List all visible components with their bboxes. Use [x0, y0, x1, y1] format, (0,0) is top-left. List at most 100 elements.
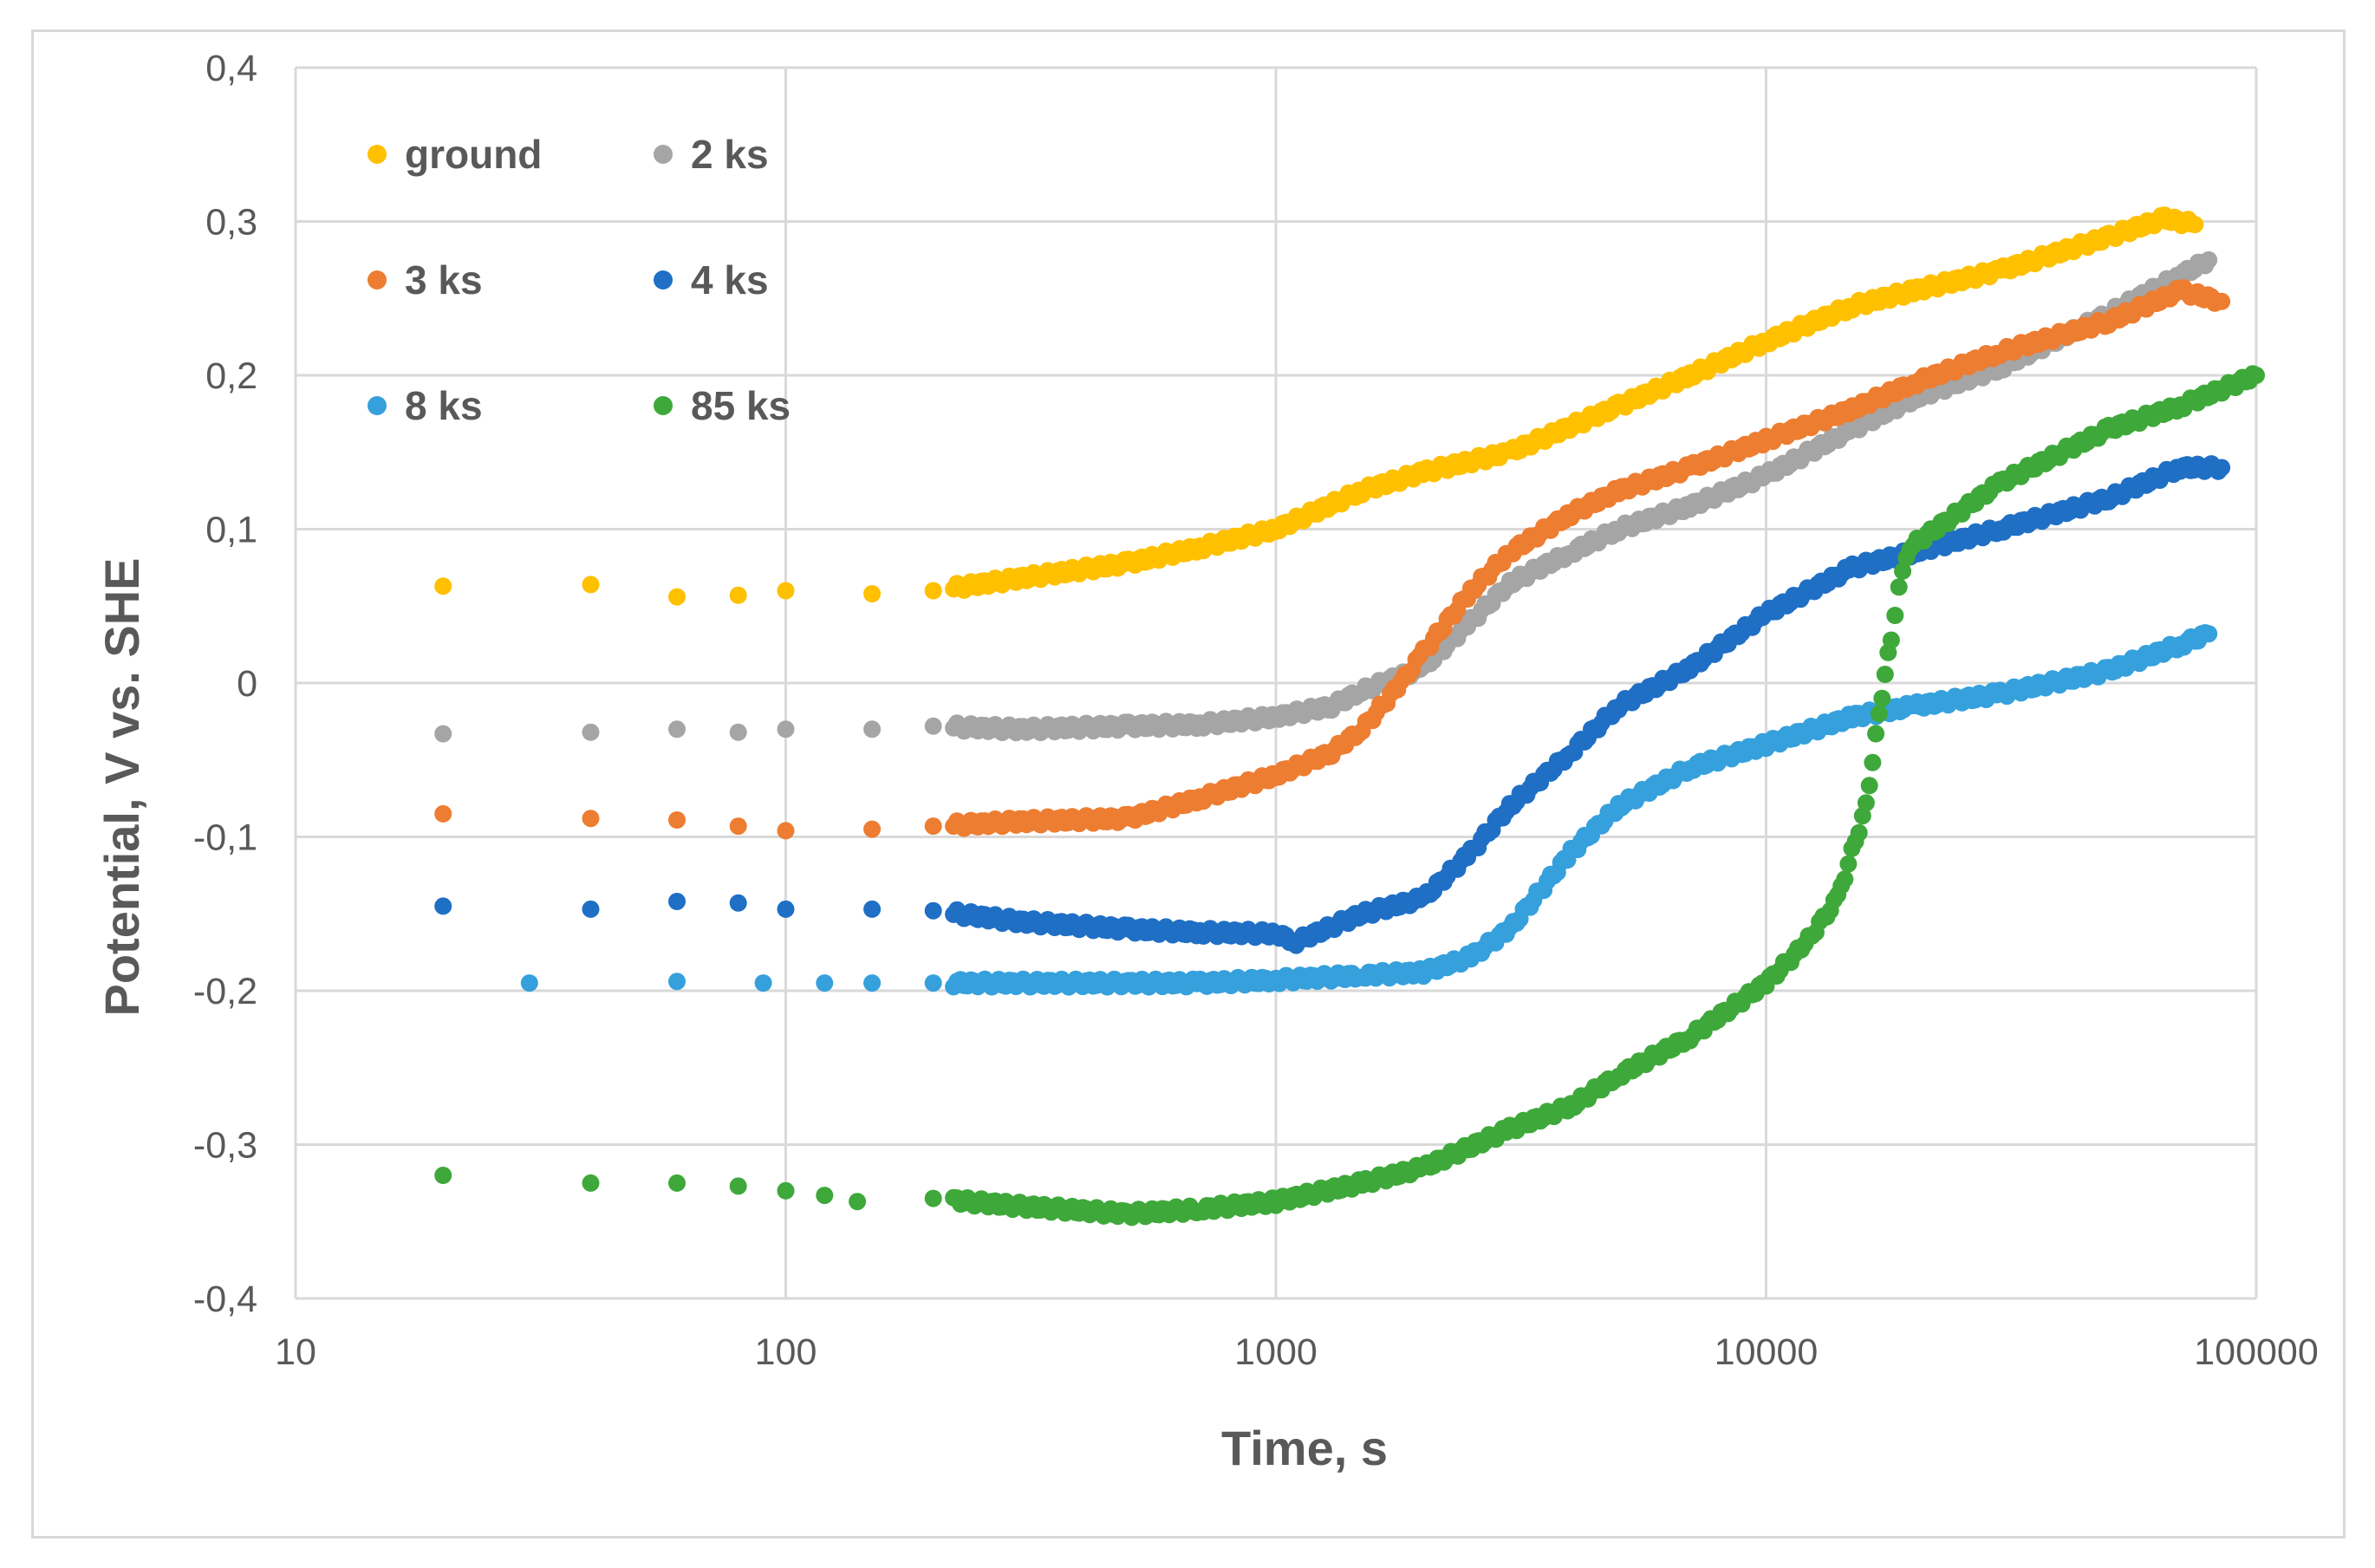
- series-85-ks: [434, 365, 2265, 1226]
- data-point: [849, 1193, 867, 1211]
- data-point: [434, 1167, 452, 1184]
- x-axis-title: Time, s: [1221, 1421, 1388, 1475]
- x-tick-label: 100: [755, 1331, 817, 1373]
- legend-label: 2 ks: [691, 132, 769, 177]
- data-point: [668, 973, 686, 991]
- data-point: [434, 804, 452, 823]
- data-point: [520, 974, 538, 992]
- data-point: [1857, 794, 1875, 812]
- legend-marker: [368, 145, 387, 164]
- x-tick-label: 10: [275, 1331, 316, 1373]
- data-point: [754, 974, 772, 992]
- data-point: [1876, 666, 1894, 683]
- data-point: [1886, 607, 1904, 624]
- data-point: [582, 576, 600, 594]
- data-point: [582, 1174, 600, 1192]
- legend-label: 85 ks: [691, 383, 791, 428]
- data-point: [777, 1181, 795, 1200]
- data-point: [2213, 292, 2231, 310]
- data-point: [582, 900, 600, 918]
- x-tick-label: 100000: [2194, 1331, 2319, 1373]
- data-point: [1836, 870, 1854, 888]
- data-point: [863, 900, 882, 918]
- series-layer: [434, 206, 2265, 1226]
- data-point: [924, 974, 942, 992]
- data-point: [582, 723, 600, 741]
- y-tick-label: 0: [237, 663, 257, 705]
- data-point: [434, 897, 452, 915]
- data-point: [1864, 753, 1882, 771]
- data-point: [729, 894, 747, 912]
- y-axis-title: Potential, V vs. SHE: [94, 557, 149, 1016]
- legend-marker: [654, 145, 673, 164]
- data-point: [2213, 459, 2231, 477]
- data-point: [924, 1189, 942, 1207]
- legend-label: ground: [405, 132, 542, 177]
- data-point: [434, 725, 452, 743]
- data-point: [2186, 216, 2204, 234]
- data-point: [2200, 625, 2218, 643]
- data-point: [1839, 855, 1858, 873]
- data-point: [1870, 705, 1888, 723]
- data-point: [863, 974, 882, 992]
- y-tick-label: -0,1: [193, 817, 257, 859]
- legend-marker: [368, 270, 387, 290]
- data-point: [863, 585, 882, 602]
- data-point: [729, 817, 747, 836]
- x-tick-label: 1000: [1234, 1331, 1318, 1373]
- data-point: [863, 720, 882, 738]
- data-point: [1890, 578, 1908, 596]
- legend-label: 8 ks: [405, 383, 483, 428]
- data-point: [1860, 777, 1878, 795]
- y-tick-label: -0,2: [193, 971, 257, 1012]
- data-point: [2200, 250, 2218, 269]
- data-point: [668, 720, 686, 738]
- data-point: [1894, 562, 1912, 580]
- data-point: [2248, 367, 2265, 384]
- data-point: [1867, 725, 1885, 743]
- data-point: [924, 901, 942, 920]
- data-point: [924, 582, 942, 600]
- data-point: [668, 588, 686, 606]
- data-point: [668, 811, 686, 829]
- data-point: [668, 1174, 686, 1192]
- y-tick-label: -0,4: [193, 1278, 257, 1320]
- data-point: [729, 586, 747, 604]
- grid-layer: [294, 66, 2258, 1300]
- data-point: [924, 817, 942, 836]
- legend-label: 4 ks: [691, 257, 769, 303]
- legend-marker: [654, 270, 673, 290]
- y-tick-label: -0,3: [193, 1125, 257, 1167]
- y-tick-label: 0,1: [205, 510, 257, 551]
- axis-layer: 0,4 0,3 0,2 0,1 0 -0,1 -0,2 -0,3 -0,4 10 100 1000 10…: [193, 48, 2319, 1373]
- data-point: [816, 1187, 834, 1205]
- data-point: [434, 577, 452, 595]
- legend-label: 3 ks: [405, 257, 483, 303]
- y-tick-label: 0,3: [205, 202, 257, 244]
- data-point: [863, 820, 882, 838]
- y-tick-label: 0,2: [205, 355, 257, 397]
- x-tick-label: 10000: [1715, 1331, 1819, 1373]
- y-tick-label: 0,4: [205, 48, 257, 89]
- data-point: [777, 720, 795, 738]
- data-point: [729, 1177, 747, 1195]
- data-point: [1850, 823, 1868, 842]
- legend: ground 2 ks 3 ks 4 ks 8 ks 85 ks: [368, 132, 791, 428]
- series-3-ks: [434, 279, 2231, 840]
- data-point: [668, 893, 686, 910]
- data-point: [816, 974, 834, 992]
- legend-marker: [654, 396, 673, 415]
- data-point: [1873, 689, 1891, 707]
- data-point: [924, 717, 942, 735]
- series-4-ks: [434, 455, 2231, 954]
- series-ground: [434, 206, 2204, 606]
- data-point: [582, 810, 600, 828]
- data-point: [729, 723, 747, 741]
- legend-marker: [368, 396, 387, 415]
- series-8-ks: [520, 624, 2218, 996]
- data-point: [777, 900, 795, 918]
- data-point: [777, 822, 795, 840]
- data-point: [777, 582, 795, 600]
- data-point: [1882, 631, 1900, 649]
